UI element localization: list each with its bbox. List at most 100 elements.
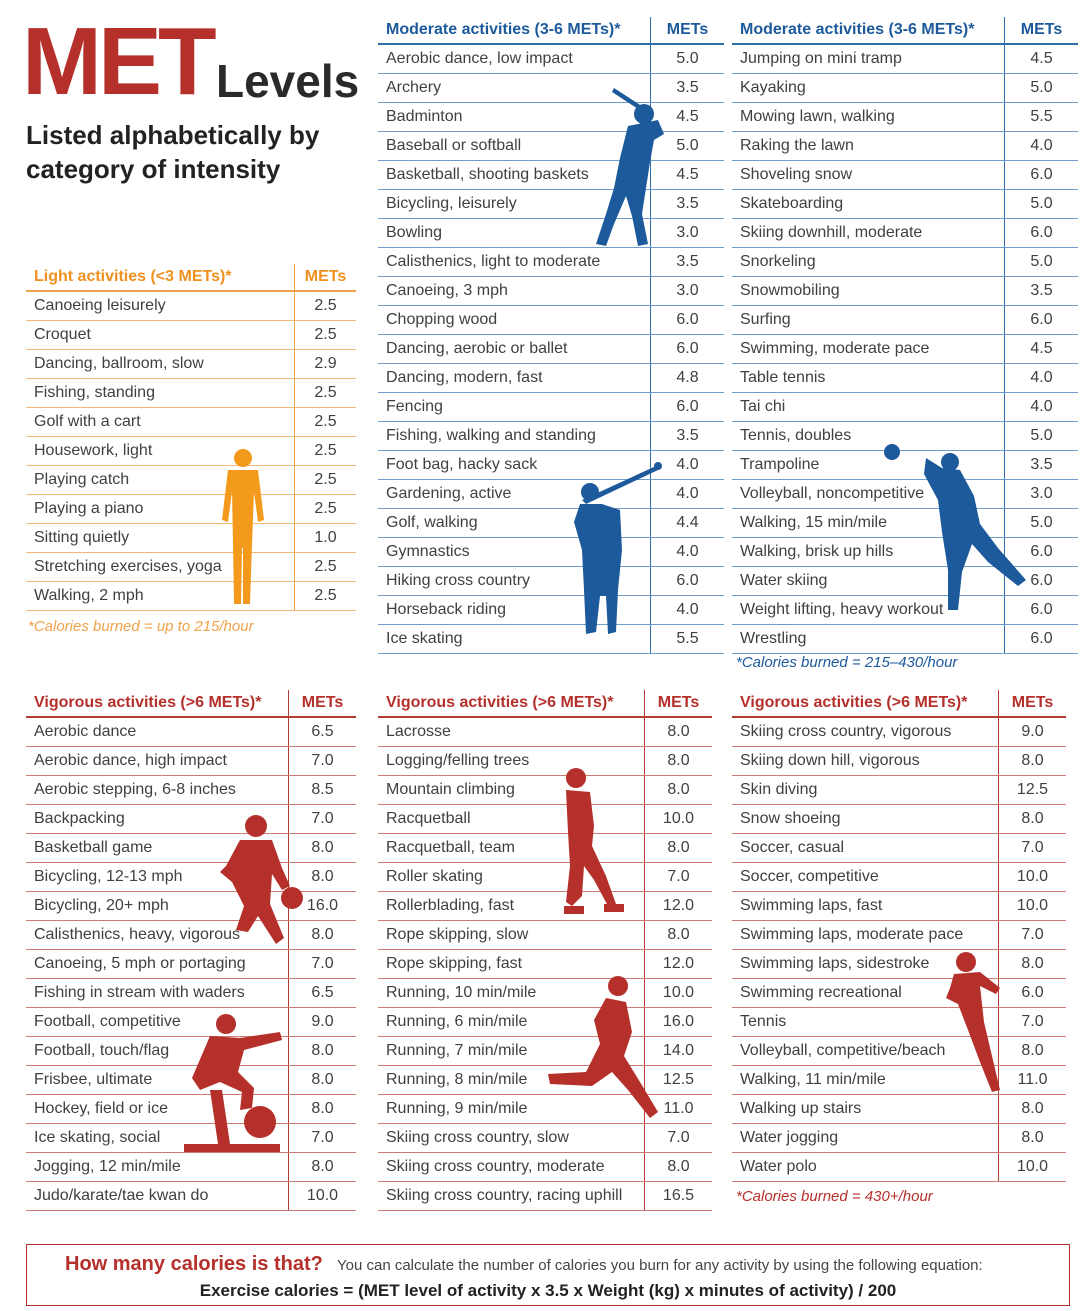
met-value: 3.5	[650, 248, 724, 276]
table-row: Raking the lawn 4.0	[732, 132, 1078, 161]
table-row: Jogging, 12 min/mile 8.0	[26, 1153, 356, 1182]
activity-name: Baseball or softball	[386, 137, 522, 154]
activity-name: Trampoline	[740, 456, 820, 473]
activity-name: Judo/karate/tae kwan do	[34, 1187, 209, 1204]
volleyball-player-silhouette-icon	[884, 444, 1026, 610]
activity-name: Canoeing leisurely	[34, 297, 166, 314]
calorie-calculation-box: How many calories is that? You can calcu…	[26, 1244, 1070, 1306]
activity-name: Swimming, moderate pace	[740, 340, 930, 357]
met-value: 16.0	[644, 1008, 712, 1036]
met-value: 8.0	[288, 1153, 356, 1181]
activity-name: Racquetball	[386, 810, 471, 827]
table-row: Ice skating, social 7.0	[26, 1124, 356, 1153]
table-row: Fishing in stream with waders 6.5	[26, 979, 356, 1008]
mets-header: METs	[644, 690, 712, 716]
met-value: 3.5	[650, 190, 724, 218]
table-row: Calisthenics, heavy, vigorous 8.0	[26, 921, 356, 950]
met-value: 12.5	[644, 1066, 712, 1094]
table-row: Surfing 6.0	[732, 306, 1078, 335]
baseball-batter-silhouette-icon	[596, 88, 664, 246]
table-row: Bowling 3.0	[378, 219, 724, 248]
table-row: Soccer, competitive 10.0	[732, 863, 1066, 892]
activity-name: Raking the lawn	[740, 137, 854, 154]
calories-equation: Exercise calories = (MET level of activi…	[199, 1281, 897, 1300]
met-value: 8.0	[644, 834, 712, 862]
met-value: 3.0	[650, 277, 724, 305]
met-value: 2.5	[294, 379, 356, 407]
met-value: 8.0	[288, 834, 356, 862]
table-row: Swimming recreational 6.0	[732, 979, 1066, 1008]
activity-name: Sitting quietly	[34, 529, 130, 546]
met-value: 6.0	[650, 306, 724, 334]
met-value: 6.0	[1004, 596, 1078, 624]
activity-name: Snowmobiling	[740, 282, 840, 299]
met-value: 7.0	[644, 1124, 712, 1152]
table-row: Croquet 2.5	[26, 321, 356, 350]
table-row: Kayaking 5.0	[732, 74, 1078, 103]
moderate-activities-table-2: Moderate activities (3-6 METs)* METs Jum…	[732, 17, 1078, 654]
met-value: 8.0	[644, 747, 712, 775]
mets-header: METs	[1004, 17, 1078, 43]
activity-name: Skateboarding	[740, 195, 844, 212]
table-row: Stretching exercises, yoga 2.5	[26, 553, 356, 582]
met-value: 8.0	[288, 863, 356, 891]
table-row: Aerobic dance, high impact 7.0	[26, 747, 356, 776]
met-value: 2.5	[294, 466, 356, 494]
activity-name: Ice skating	[386, 630, 463, 647]
table-header: Moderate activities (3-6 METs)* METs	[378, 17, 724, 45]
activity-name: Weight lifting, heavy workout	[740, 601, 944, 618]
activity-name: Frisbee, ultimate	[34, 1071, 153, 1088]
table-row: Bicycling, leisurely 3.5	[378, 190, 724, 219]
activity-name: Shoveling snow	[740, 166, 853, 183]
met-value: 11.0	[998, 1066, 1066, 1094]
met-value: 3.5	[1004, 451, 1078, 479]
mets-header: METs	[650, 17, 724, 43]
activity-name: Football, touch/flag	[34, 1042, 170, 1059]
table-row: Skin diving 12.5	[732, 776, 1066, 805]
activity-name: Playing catch	[34, 471, 130, 488]
calories-question: How many calories is that?	[65, 1253, 323, 1275]
met-value: 4.5	[1004, 335, 1078, 363]
activity-name: Swimming recreational	[740, 984, 902, 1001]
table-row: Basketball, shooting baskets 4.5	[378, 161, 724, 190]
table-row: Running, 8 min/mile 12.5	[378, 1066, 712, 1095]
activity-name: Kayaking	[740, 79, 806, 96]
activity-name: Bowling	[386, 224, 443, 241]
table-row: Roller skating 7.0	[378, 863, 712, 892]
activity-name: Skiing downhill, moderate	[740, 224, 923, 241]
activity-name: Hockey, field or ice	[34, 1100, 168, 1117]
activity-name: Basketball game	[34, 839, 153, 856]
met-value: 8.0	[288, 921, 356, 949]
met-value: 4.5	[1004, 45, 1078, 73]
table-row: Swimming laps, fast 10.0	[732, 892, 1066, 921]
activity-name: Walking, 2 mph	[34, 587, 144, 604]
table-header-label: Moderate activities (3-6 METs)*	[386, 21, 621, 38]
activity-name: Mountain climbing	[386, 781, 515, 798]
activity-name: Calisthenics, heavy, vigorous	[34, 926, 241, 943]
activity-name: Ice skating, social	[34, 1129, 161, 1146]
table-row: Aerobic dance 6.5	[26, 718, 356, 747]
table-row: Skiing cross country, slow 7.0	[378, 1124, 712, 1153]
table-row: Aerobic dance, low impact 5.0	[378, 45, 724, 74]
activity-name: Gardening, active	[386, 485, 512, 502]
table-row: Canoeing, 5 mph or portaging 7.0	[26, 950, 356, 979]
activity-name: Bicycling, leisurely	[386, 195, 517, 212]
light-activities-table: Light activities (<3 METs)* METs Canoein…	[26, 264, 356, 611]
vigorous-calories-note: *Calories burned = 430+/hour	[736, 1188, 933, 1205]
met-value: 12.5	[998, 776, 1066, 804]
activity-name: Playing a piano	[34, 500, 144, 517]
met-value: 2.5	[294, 582, 356, 610]
met-value: 8.0	[644, 776, 712, 804]
activity-name: Table tennis	[740, 369, 826, 386]
activity-name: Skiing cross country, racing uphill	[386, 1187, 623, 1204]
table-row: Jumping on mini tramp 4.5	[732, 45, 1078, 74]
activity-name: Backpacking	[34, 810, 125, 827]
met-value: 5.0	[1004, 190, 1078, 218]
activity-name: Chopping wood	[386, 311, 498, 328]
table-row: Playing a piano 2.5	[26, 495, 356, 524]
table-row: Basketball game 8.0	[26, 834, 356, 863]
table-row: Running, 10 min/mile 10.0	[378, 979, 712, 1008]
table-row: Swimming laps, moderate pace 7.0	[732, 921, 1066, 950]
table-row: Canoeing, 3 mph 3.0	[378, 277, 724, 306]
met-value: 4.0	[650, 596, 724, 624]
